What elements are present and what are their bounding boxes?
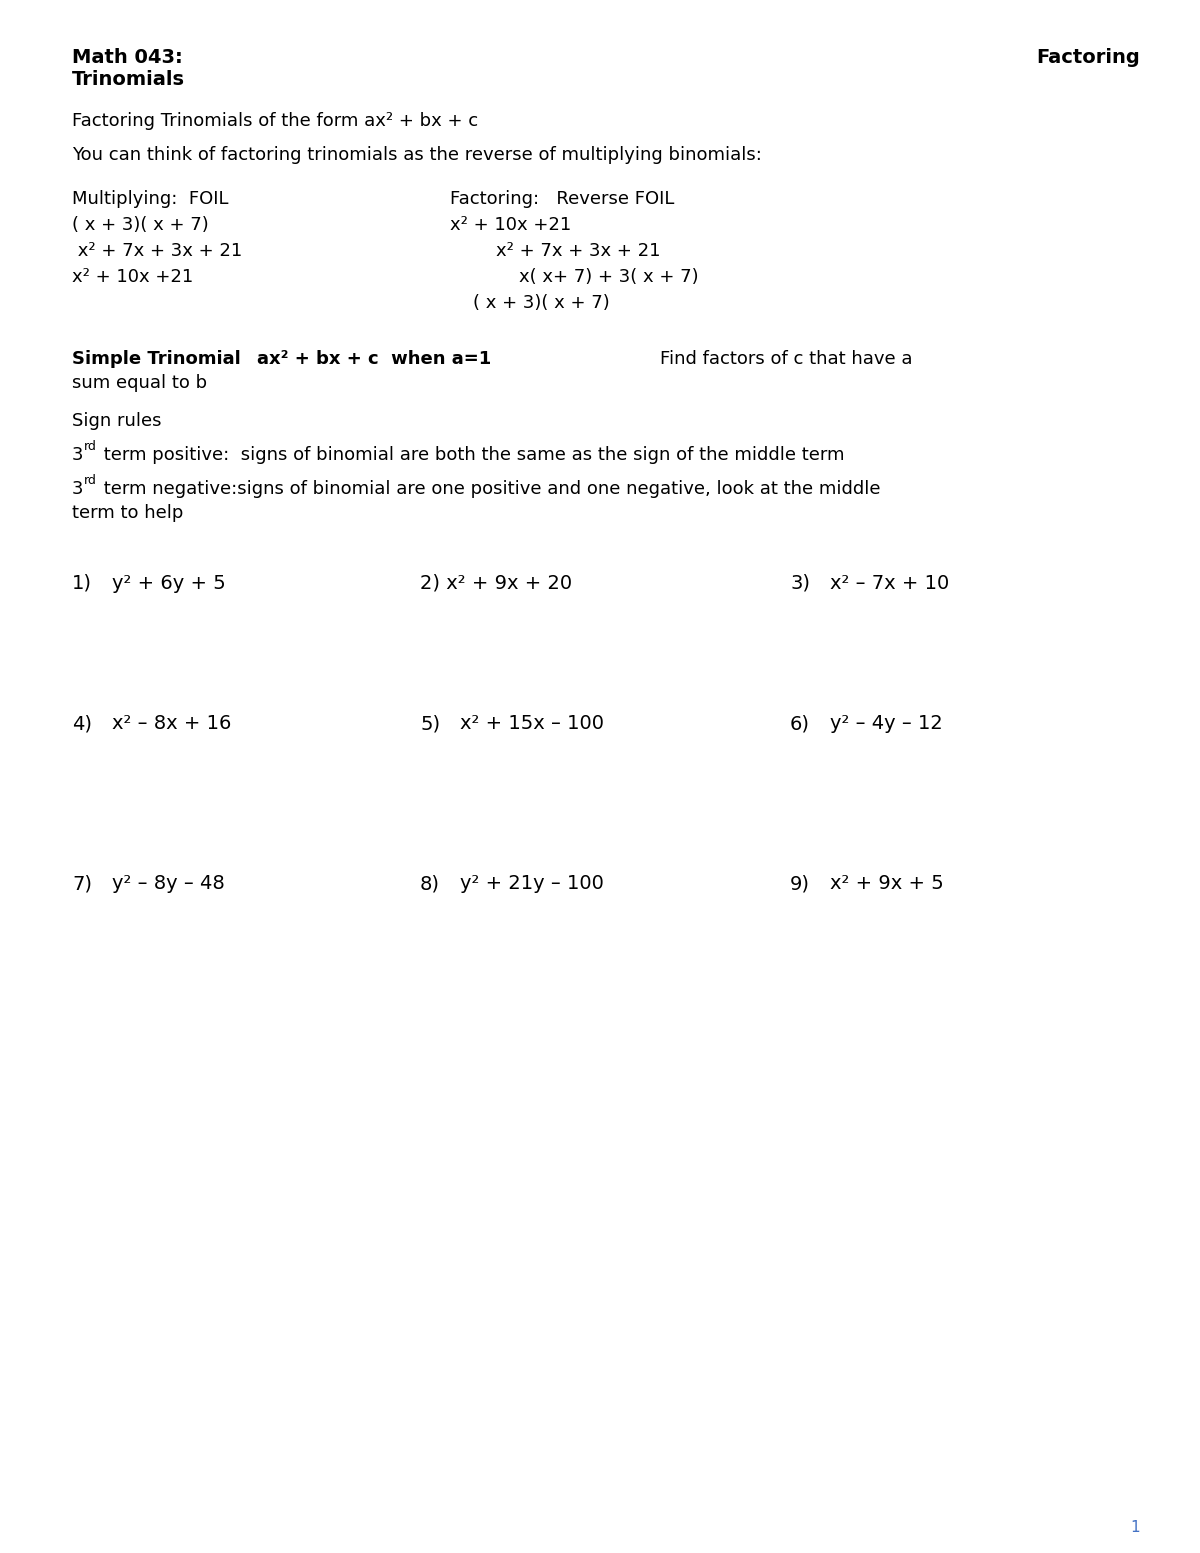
Text: 7): 7): [72, 874, 92, 893]
Text: 3: 3: [72, 480, 84, 499]
Text: y² + 6y + 5: y² + 6y + 5: [112, 575, 226, 593]
Text: 3: 3: [72, 446, 84, 464]
Text: 9): 9): [790, 874, 810, 893]
Text: rd: rd: [84, 474, 97, 488]
Text: 2) x² + 9x + 20: 2) x² + 9x + 20: [420, 575, 572, 593]
Text: 1): 1): [72, 575, 92, 593]
Text: Sign rules: Sign rules: [72, 412, 162, 430]
Text: ax² + bx + c  when a=1: ax² + bx + c when a=1: [232, 349, 491, 368]
Text: x² + 10x +21: x² + 10x +21: [72, 269, 193, 286]
Text: Factoring:   Reverse FOIL: Factoring: Reverse FOIL: [450, 189, 674, 208]
Text: Factoring: Factoring: [1037, 48, 1140, 67]
Text: sum equal to b: sum equal to b: [72, 374, 208, 391]
Text: y² – 4y – 12: y² – 4y – 12: [830, 714, 943, 733]
Text: Simple Trinomial: Simple Trinomial: [72, 349, 241, 368]
Text: x² + 7x + 3x + 21: x² + 7x + 3x + 21: [72, 242, 242, 259]
Text: Factoring Trinomials of the form ax² + bx + c: Factoring Trinomials of the form ax² + b…: [72, 112, 478, 130]
Text: term negative:signs of binomial are one positive and one negative, look at the m: term negative:signs of binomial are one …: [98, 480, 881, 499]
Text: 8): 8): [420, 874, 440, 893]
Text: x² + 10x +21: x² + 10x +21: [450, 216, 571, 235]
Text: You can think of factoring trinomials as the reverse of multiplying binomials:: You can think of factoring trinomials as…: [72, 146, 762, 165]
Text: 4): 4): [72, 714, 92, 733]
Text: Find factors of c that have a: Find factors of c that have a: [660, 349, 912, 368]
Text: y² + 21y – 100: y² + 21y – 100: [460, 874, 604, 893]
Text: term positive:  signs of binomial are both the same as the sign of the middle te: term positive: signs of binomial are bot…: [98, 446, 845, 464]
Text: x² + 9x + 5: x² + 9x + 5: [830, 874, 943, 893]
Text: x² – 8x + 16: x² – 8x + 16: [112, 714, 232, 733]
Text: ( x + 3)( x + 7): ( x + 3)( x + 7): [72, 216, 209, 235]
Text: x( x+ 7) + 3( x + 7): x( x+ 7) + 3( x + 7): [450, 269, 698, 286]
Text: Multiplying:  FOIL: Multiplying: FOIL: [72, 189, 228, 208]
Text: ( x + 3)( x + 7): ( x + 3)( x + 7): [450, 294, 610, 312]
Text: 5): 5): [420, 714, 440, 733]
Text: 6): 6): [790, 714, 810, 733]
Text: term to help: term to help: [72, 505, 184, 522]
Text: x² – 7x + 10: x² – 7x + 10: [830, 575, 949, 593]
Text: 1: 1: [1130, 1520, 1140, 1534]
Text: y² – 8y – 48: y² – 8y – 48: [112, 874, 224, 893]
Text: x² + 15x – 100: x² + 15x – 100: [460, 714, 604, 733]
Text: rd: rd: [84, 439, 97, 453]
Text: Trinomials: Trinomials: [72, 70, 185, 89]
Text: x² + 7x + 3x + 21: x² + 7x + 3x + 21: [450, 242, 660, 259]
Text: 3): 3): [790, 575, 810, 593]
Text: Math 043:: Math 043:: [72, 48, 182, 67]
